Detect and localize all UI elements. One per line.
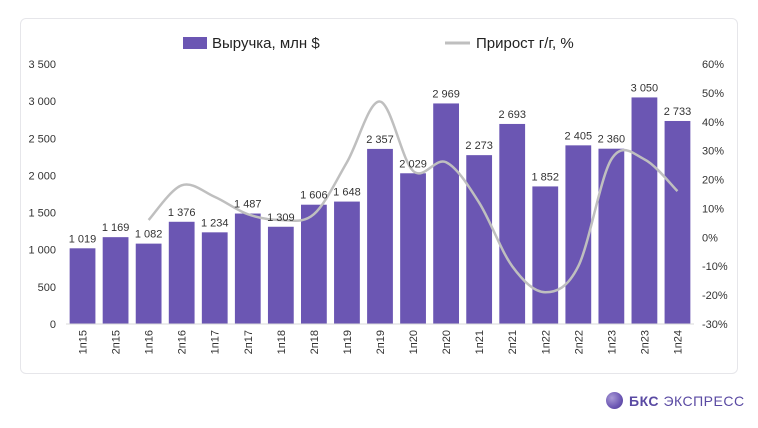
- revenue-bar: [631, 97, 658, 324]
- x-axis: 1п15 2п15 1п16 2п16 1п17 2п17 1п18 2п18 1п19 2п19…: [66, 323, 694, 354]
- left-axis-tick-label: 1 000: [28, 245, 56, 257]
- left-axis-tick-label: 1 500: [28, 208, 56, 220]
- revenue-bar: [433, 103, 459, 325]
- revenue-bar: [334, 201, 360, 324]
- revenue-data-label: 1 487: [234, 199, 262, 211]
- revenue-data-label: 1 606: [300, 190, 328, 202]
- right-axis-tick-label: 40%: [702, 117, 724, 129]
- growth-line: [147, 100, 679, 294]
- brand-text: БКС ЭКСПРЕСС: [629, 393, 745, 409]
- left-axis-tick-label: 0: [50, 319, 56, 331]
- revenue-bar: [69, 248, 96, 324]
- x-axis-tick-label: 1п20: [408, 330, 420, 354]
- revenue-bar: [367, 148, 393, 324]
- revenue-data-label: 2 969: [432, 88, 460, 100]
- right-axis-tick-label: -10%: [702, 261, 728, 273]
- x-axis-tick-label: 1п18: [276, 330, 288, 354]
- x-axis-tick-label: 1п16: [144, 330, 156, 354]
- revenue-data-label: 1 376: [168, 207, 196, 219]
- revenue-bar: [234, 213, 261, 324]
- revenue-bar: [168, 221, 195, 324]
- left-axis-tick-label: 2 000: [28, 170, 56, 182]
- x-axis-tick-label: 2п16: [177, 330, 189, 354]
- revenue-data-label: 1 852: [531, 171, 559, 183]
- brand-logo-icon: [606, 392, 623, 409]
- brand-name-bold: БКС: [629, 392, 660, 409]
- legend: Выручка, млн $ Прирост г/г, %: [183, 35, 574, 52]
- x-axis-tick-label: 2п15: [111, 330, 123, 354]
- revenue-bar: [400, 173, 426, 324]
- revenue-bar: [532, 186, 559, 324]
- revenue-bar: [102, 237, 129, 324]
- left-axis-tick-label: 2 500: [28, 133, 56, 145]
- x-axis-tick-label: 1п19: [342, 330, 354, 354]
- x-axis-tick-label: 1п22: [540, 330, 552, 354]
- revenue-data-label: 1 019: [69, 233, 97, 245]
- right-axis-tick-label: 10%: [702, 203, 724, 215]
- revenue-bar: [466, 155, 493, 324]
- revenue-bar: [267, 226, 294, 324]
- revenue-data-label: 2 733: [664, 106, 692, 118]
- revenue-bar: [301, 204, 327, 324]
- revenue-data-label: 1 309: [267, 212, 295, 224]
- x-axis-tick-label: 2п23: [639, 330, 651, 354]
- revenue-data-label: 2 029: [399, 158, 427, 170]
- revenue-data-label: 1 648: [333, 187, 361, 199]
- legend-bar-swatch: [183, 37, 207, 49]
- right-axis-tick-label: -30%: [702, 319, 728, 331]
- bars: [69, 97, 691, 325]
- revenue-data-label: 2 357: [366, 134, 394, 146]
- x-axis-tick-label: 2п21: [507, 330, 519, 354]
- revenue-data-label: 3 050: [631, 82, 659, 94]
- right-axis-tick-label: 30%: [702, 146, 724, 158]
- revenue-data-label: 2 405: [565, 130, 593, 142]
- revenue-data-label: 1 082: [135, 229, 163, 241]
- left-axis-tick-label: 3 000: [28, 96, 56, 108]
- x-axis-tick-label: 1п15: [78, 330, 90, 354]
- revenue-bar: [565, 145, 592, 324]
- x-axis-tick-label: 1п21: [474, 330, 486, 354]
- x-axis-tick-label: 2п20: [441, 330, 453, 354]
- left-axis: 0 500 1 000 1 500 2 000 2 500 3 000 3 500: [28, 59, 56, 331]
- x-axis-tick-label: 2п18: [309, 330, 321, 354]
- data-labels: 1 019 1 169 1 082 1 376 1 234 1 487 1 309 1 606…: [69, 82, 691, 245]
- revenue-data-label: 2 360: [598, 134, 626, 146]
- revenue-bar: [499, 123, 526, 324]
- left-axis-tick-label: 500: [38, 282, 56, 294]
- revenue-data-label: 2 273: [465, 140, 493, 152]
- revenue-data-label: 1 234: [201, 217, 229, 229]
- revenue-data-label: 2 693: [498, 109, 526, 121]
- x-axis-tick-label: 1п17: [210, 330, 222, 354]
- legend-bar-label: Выручка, млн $: [212, 35, 320, 52]
- revenue-bar: [598, 148, 625, 324]
- right-axis-tick-label: 20%: [702, 175, 724, 187]
- x-axis-tick-label: 2п19: [375, 330, 387, 354]
- brand: БКС ЭКСПРЕСС: [606, 392, 745, 409]
- x-axis-tick-label: 1п24: [672, 330, 684, 354]
- x-axis-tick-label: 2п22: [573, 330, 585, 354]
- legend-line-label: Прирост г/г, %: [476, 35, 574, 52]
- revenue-bar: [135, 243, 162, 324]
- x-axis-tick-label: 2п17: [243, 330, 255, 354]
- x-axis-tick-label: 1п23: [606, 330, 618, 354]
- right-axis-tick-label: 60%: [702, 59, 724, 71]
- revenue-bar: [664, 120, 691, 324]
- left-axis-tick-label: 3 500: [28, 59, 56, 71]
- right-axis-tick-label: -20%: [702, 290, 728, 302]
- right-axis-tick-label: 50%: [702, 88, 724, 100]
- right-axis-tick-label: 0%: [702, 232, 718, 244]
- right-axis: -30% -20% -10% 0% 10% 20% 30% 40% 50% 60%: [702, 59, 728, 331]
- revenue-bar: [201, 232, 228, 324]
- growth-series-line: [147, 100, 679, 294]
- revenue-data-label: 1 169: [102, 222, 130, 234]
- brand-name-rest: ЭКСПРЕСС: [663, 392, 745, 409]
